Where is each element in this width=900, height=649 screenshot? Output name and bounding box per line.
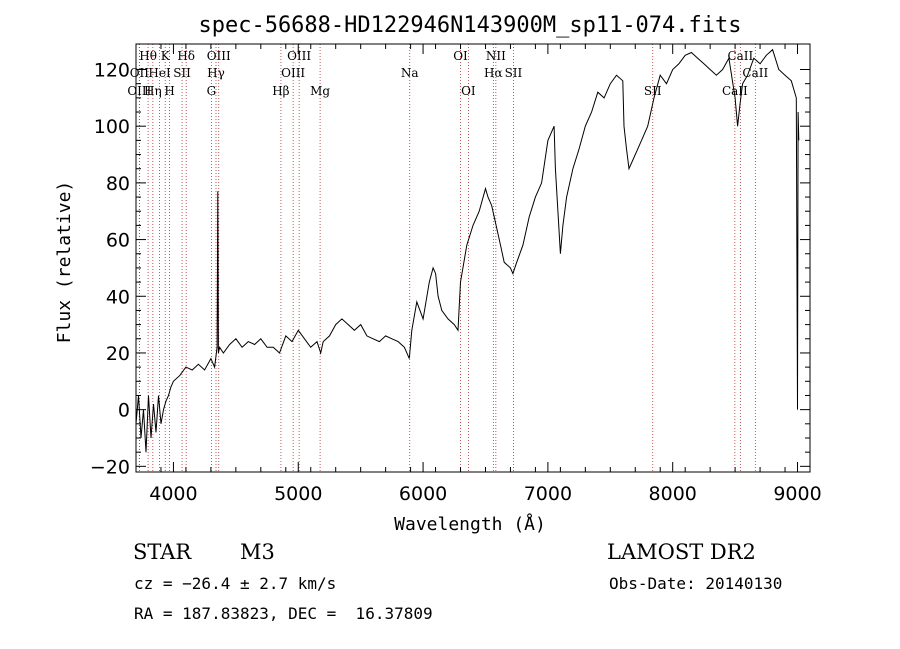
spectral-lines: [138, 44, 756, 472]
spectral-line-label: OIII: [127, 84, 151, 98]
spectral-line-label: OIII: [287, 49, 311, 63]
y-tick-label: −20: [90, 456, 130, 478]
y-tick-label: 40: [106, 286, 130, 308]
spectral-line-label: K: [161, 49, 171, 63]
redshift-info: cz = −26.4 ± 2.7 km/s: [134, 574, 337, 593]
spectral-line-label: SII: [173, 66, 191, 80]
spectral-line-label: OIII: [207, 49, 231, 63]
axis-ticks: 4000 5000 6000 7000 8000 9000 −20 0 20 40 60 80 100 1…: [90, 44, 822, 505]
spectral-line-label: Hα: [484, 66, 503, 80]
y-tick-label: 120: [94, 60, 130, 82]
y-tick-label: 100: [94, 116, 130, 138]
spectral-line-label: Na: [401, 66, 419, 80]
x-tick-label: 9000: [773, 483, 821, 505]
x-tick-label: 8000: [649, 483, 697, 505]
x-axis-label: Wavelength (Å): [394, 513, 546, 535]
spectral-line-label: H: [164, 84, 174, 98]
spectral-line-label: Hθ: [139, 49, 157, 63]
spectral-line-label: HeI: [148, 66, 171, 80]
spectral-line-label: Mg: [310, 84, 330, 98]
coordinates: RA = 187.83823, DEC = 16.37809: [134, 604, 433, 623]
spectral-line-labels: Hθ OII OIII K HeI Hη Hδ SII H OIII Hγ G OIII OIII Hβ Mg…: [127, 49, 768, 98]
y-tick-label: 0: [118, 400, 130, 422]
spectral-line-label: OI: [453, 49, 468, 63]
spectral-line-label: Hβ: [272, 84, 289, 98]
spectral-line-label: Hγ: [207, 66, 225, 80]
spectral-line-label: NII: [486, 49, 506, 63]
chart-title: spec-56688-HD122946N143900M_sp11-074.fit…: [198, 13, 741, 38]
survey-name: LAMOST DR2: [607, 540, 756, 564]
spectral-line-label: OI: [461, 84, 476, 98]
y-tick-label: 80: [106, 173, 130, 195]
spectral-line-label: Hδ: [177, 49, 195, 63]
y-tick-label: 60: [106, 230, 130, 252]
spectral-line-label: Hη: [144, 84, 162, 98]
spectral-line-label: OII: [130, 66, 150, 80]
subclass: M3: [240, 540, 275, 564]
x-tick-label: 7000: [524, 483, 572, 505]
plot-frame: [135, 43, 811, 473]
x-tick-label: 5000: [274, 483, 322, 505]
x-tick-label: 4000: [149, 483, 197, 505]
obs-date: Obs-Date: 20140130: [609, 574, 783, 593]
spectral-line-label: G: [207, 84, 217, 98]
spectral-line-label: OIII: [281, 66, 305, 80]
spectrum-series-line: [135, 48, 800, 453]
spectral-line-label: SII: [505, 66, 523, 80]
y-tick-label: 20: [106, 343, 130, 365]
y-axis-label: Flux (relative): [54, 181, 75, 344]
spectral-line-label: CaII: [742, 66, 768, 80]
spectral-line-label: CaII: [727, 49, 753, 63]
x-tick-label: 6000: [399, 483, 447, 505]
spectral-line-label: SII: [644, 84, 662, 98]
object-type: STAR: [133, 540, 192, 564]
